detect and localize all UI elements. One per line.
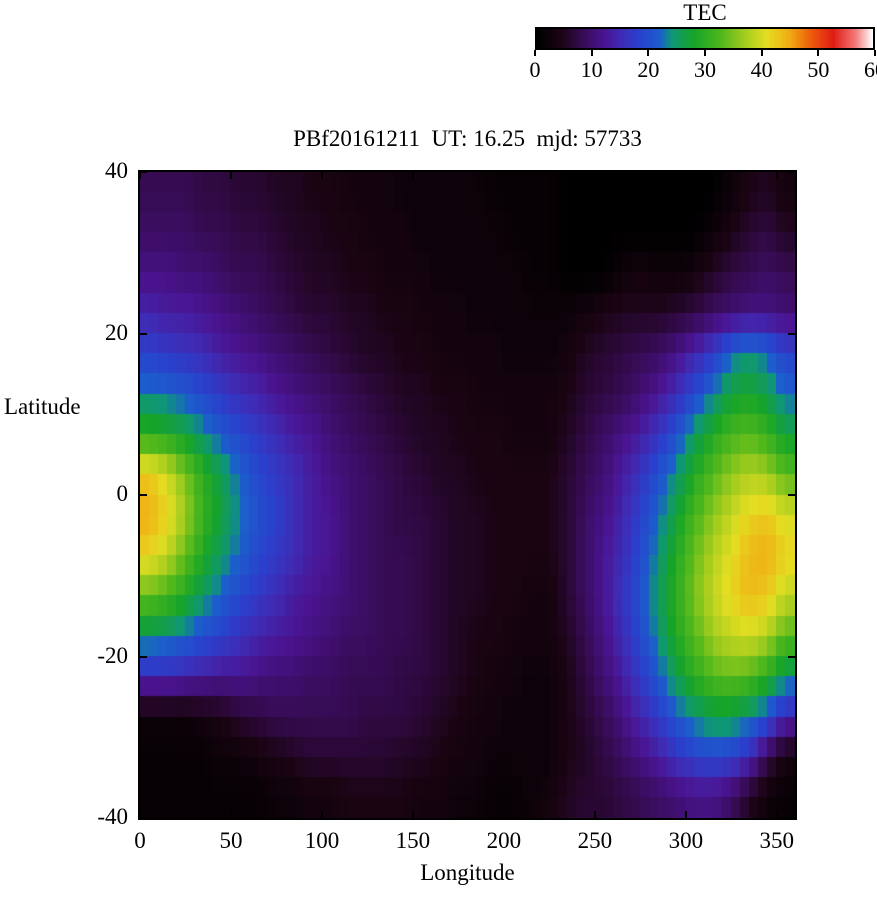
y-tick-label: -40 <box>97 804 128 829</box>
plot-title: PBf20161211 UT: 16.25 mjd: 57733 <box>293 126 642 151</box>
colorbar-tick-label: 40 <box>750 57 773 82</box>
colorbar-tick-label: 50 <box>807 57 830 82</box>
colorbar-tick-label: 0 <box>529 57 541 82</box>
x-axis-label: Longitude <box>420 860 515 885</box>
colorbar-tick-mark <box>647 50 650 56</box>
colorbar-tick-label: 20 <box>637 57 660 82</box>
colorbar-tick-mark <box>534 50 536 56</box>
colorbar-tick-mark <box>874 50 876 56</box>
x-tick-label: 300 <box>668 828 704 853</box>
colorbar-tick-mark <box>817 50 820 56</box>
x-tick-label: 0 <box>134 828 146 853</box>
colorbar-tick-label: 10 <box>580 57 603 82</box>
y-tick-label: -20 <box>97 642 128 668</box>
y-tick-label: 20 <box>105 319 128 345</box>
x-tick-label: 150 <box>395 828 431 853</box>
colorbar-title: TEC <box>683 0 727 25</box>
colorbar-tick-mark <box>590 50 593 56</box>
colorbar-tick-mark <box>704 50 706 56</box>
y-tick-label: 40 <box>105 158 128 183</box>
x-tick-label: 250 <box>577 828 613 853</box>
colorbar-tick-label: 30 <box>694 57 716 82</box>
x-tick-label: 350 <box>759 828 795 853</box>
colorbar-tick-mark <box>760 50 763 56</box>
colorbar-gradient <box>535 27 875 50</box>
x-tick-label: 200 <box>486 828 522 853</box>
colorbar-tick-label: 60 <box>864 57 877 82</box>
x-tick-label: 100 <box>304 828 340 853</box>
y-axis-label: Latitude <box>4 394 81 419</box>
heatmap-canvas <box>140 172 795 818</box>
y-tick-label: 0 <box>116 481 129 506</box>
x-tick-label: 50 <box>219 828 243 853</box>
